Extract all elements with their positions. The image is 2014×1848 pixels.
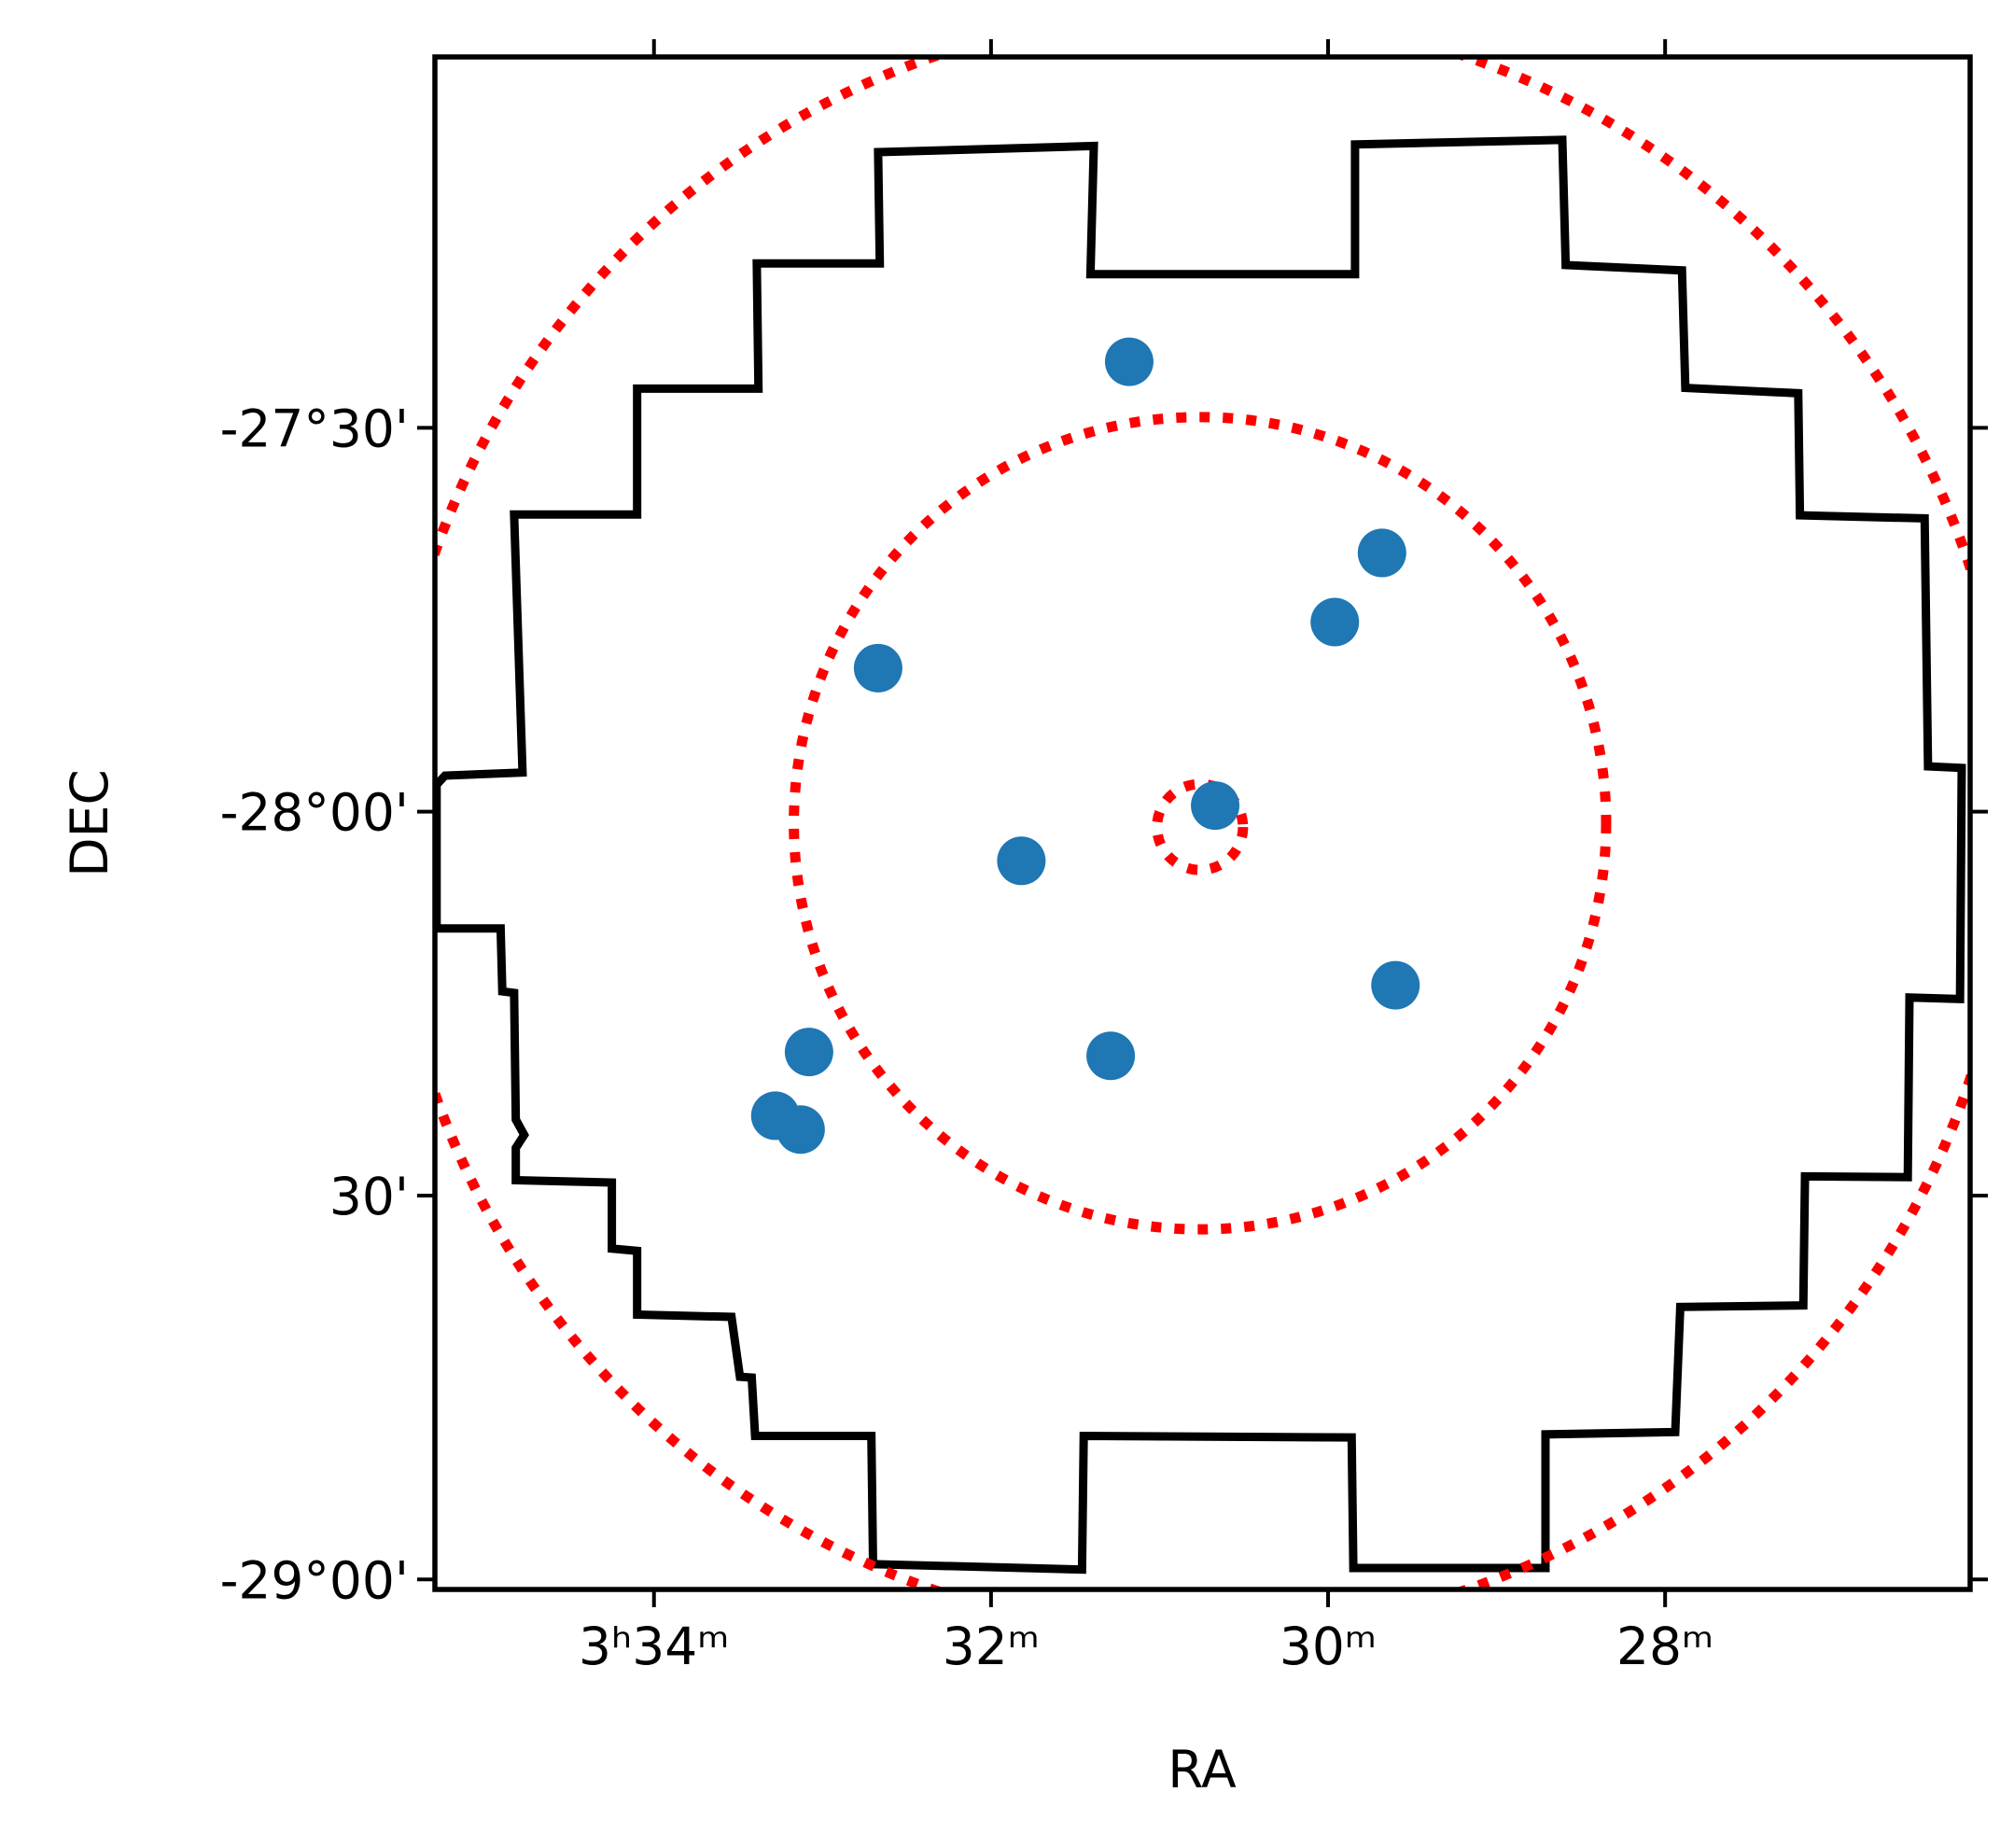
y-tick-label: -27°30' <box>220 399 409 458</box>
source-point <box>853 643 902 693</box>
y-tick-label: -29°00' <box>220 1550 409 1610</box>
x-tick-label: 28ᵐ <box>1616 1617 1713 1676</box>
x-axis-label: RA <box>1168 1740 1237 1799</box>
y-tick-label: 30' <box>329 1167 409 1226</box>
x-tick-label: 3ʰ34ᵐ <box>579 1617 729 1676</box>
source-point <box>1104 337 1154 386</box>
radius-circle <box>1152 778 1249 875</box>
source-point <box>997 836 1046 886</box>
x-tick-label: 32ᵐ <box>943 1617 1040 1676</box>
y-tick-label: -28°00' <box>220 783 409 843</box>
y-axis-label: DEC <box>60 769 119 877</box>
axes-frame <box>432 54 1973 1592</box>
source-point <box>784 1028 833 1077</box>
source-point <box>1371 960 1420 1010</box>
radius-circle <box>789 412 1612 1235</box>
source-point <box>1086 1031 1136 1081</box>
x-tick-label: 30ᵐ <box>1280 1617 1377 1676</box>
source-point <box>776 1105 825 1155</box>
footprint-outline <box>435 135 1966 1575</box>
source-point <box>1310 597 1360 647</box>
source-point <box>1357 528 1406 578</box>
plot-area <box>435 57 1970 1589</box>
source-point <box>1191 781 1240 831</box>
